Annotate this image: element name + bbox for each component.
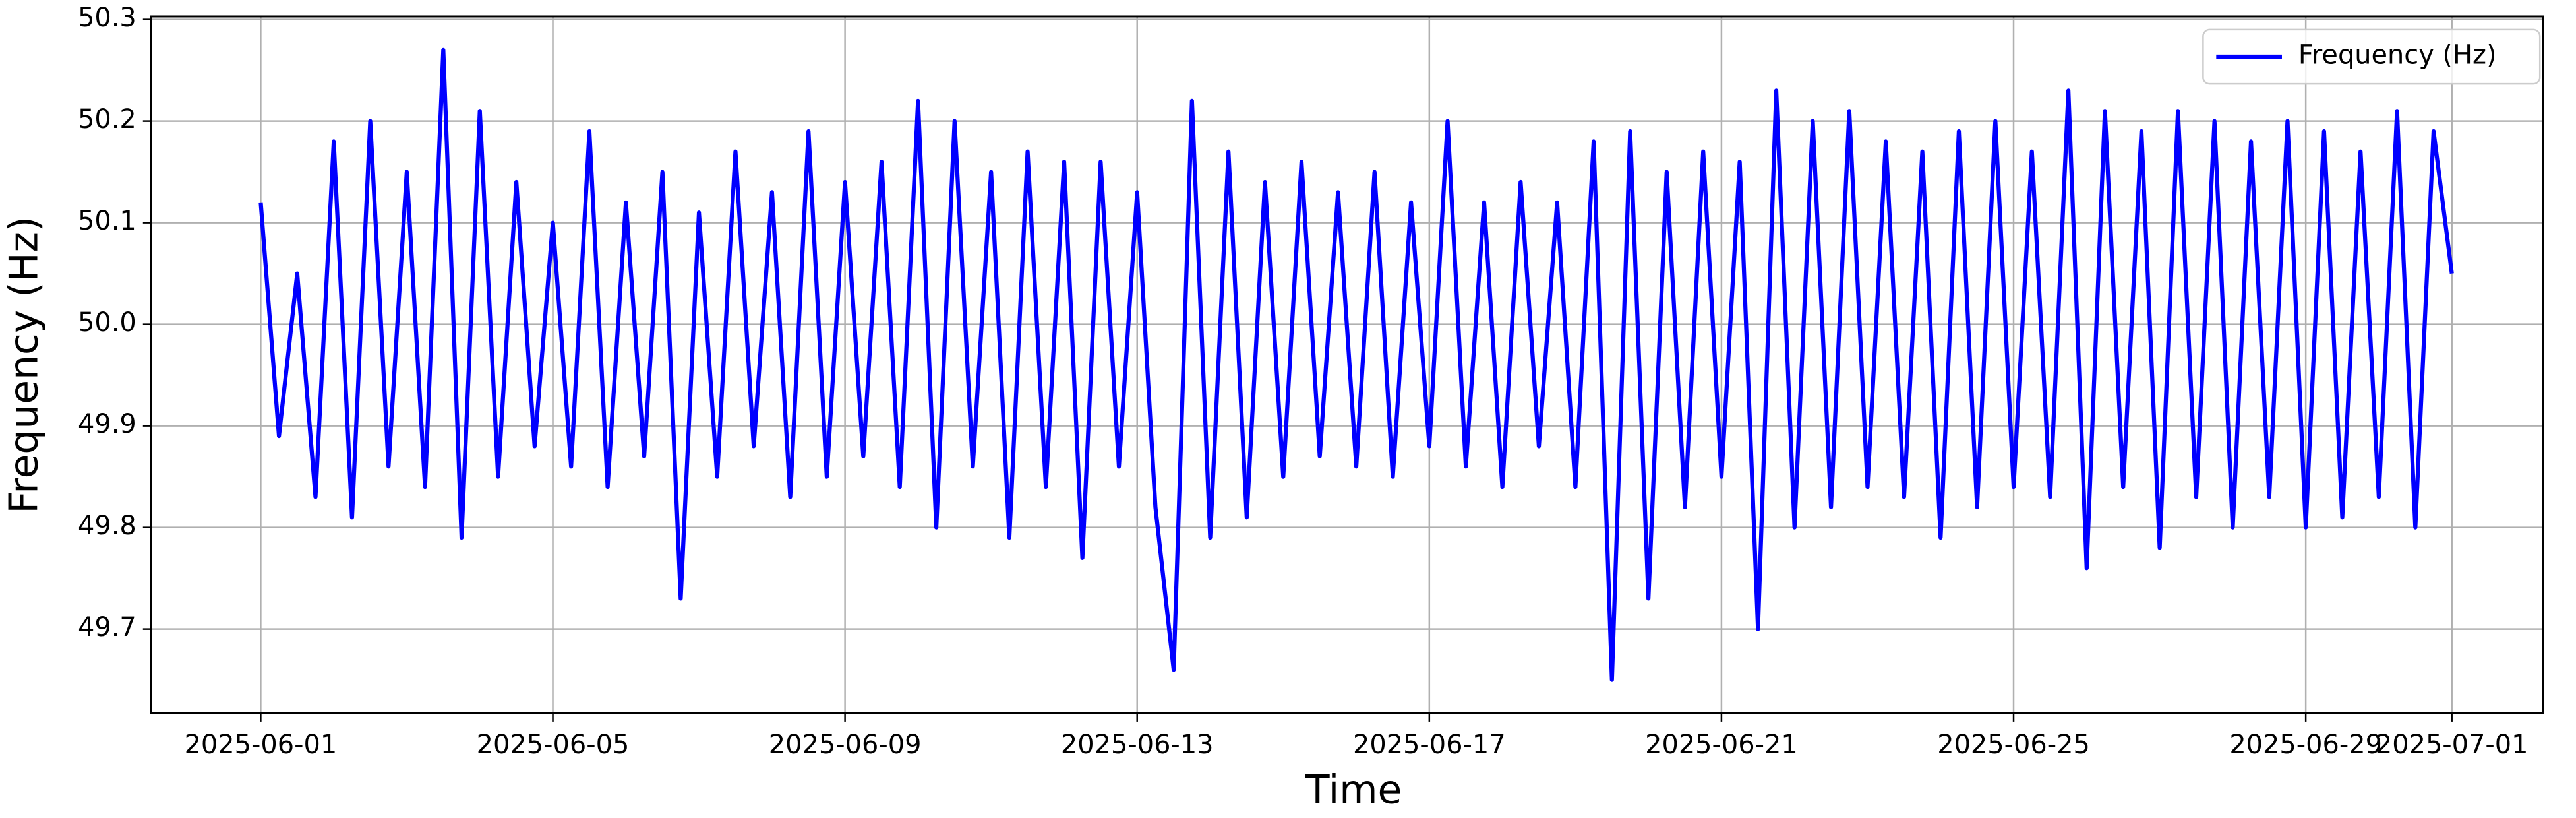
y-tick-label: 49.7 [78,612,136,643]
x-tick-label: 2025-06-17 [1353,730,1506,760]
x-tick-label: 2025-06-05 [477,730,630,760]
plot-frame [150,15,2544,714]
legend-label: Frequency (Hz) [2298,40,2497,71]
y-tick-label: 50.1 [78,206,136,236]
x-tick-label: 2025-07-01 [2376,730,2529,760]
x-axis-label: Time [1305,767,1402,813]
data-line [258,47,2454,682]
legend: Frequency (Hz) [2202,28,2541,85]
x-tick-label: 2025-06-09 [769,730,922,760]
y-axis-label: Frequency (Hz) [1,216,47,514]
y-tick-label: 49.8 [78,511,136,541]
y-tick-label: 50.0 [78,307,136,338]
y-tick-label: 50.3 [78,3,136,33]
x-tick-label: 2025-06-13 [1061,730,1214,760]
x-tick-label: 2025-06-29 [2229,730,2382,760]
y-tick-label: 50.2 [78,104,136,135]
y-tick-label: 49.9 [78,409,136,439]
legend-box [2202,28,2541,85]
x-tick-label: 2025-06-01 [185,730,338,760]
x-tick-label: 2025-06-21 [1645,730,1798,760]
x-tick-label: 2025-06-25 [1937,730,2090,760]
